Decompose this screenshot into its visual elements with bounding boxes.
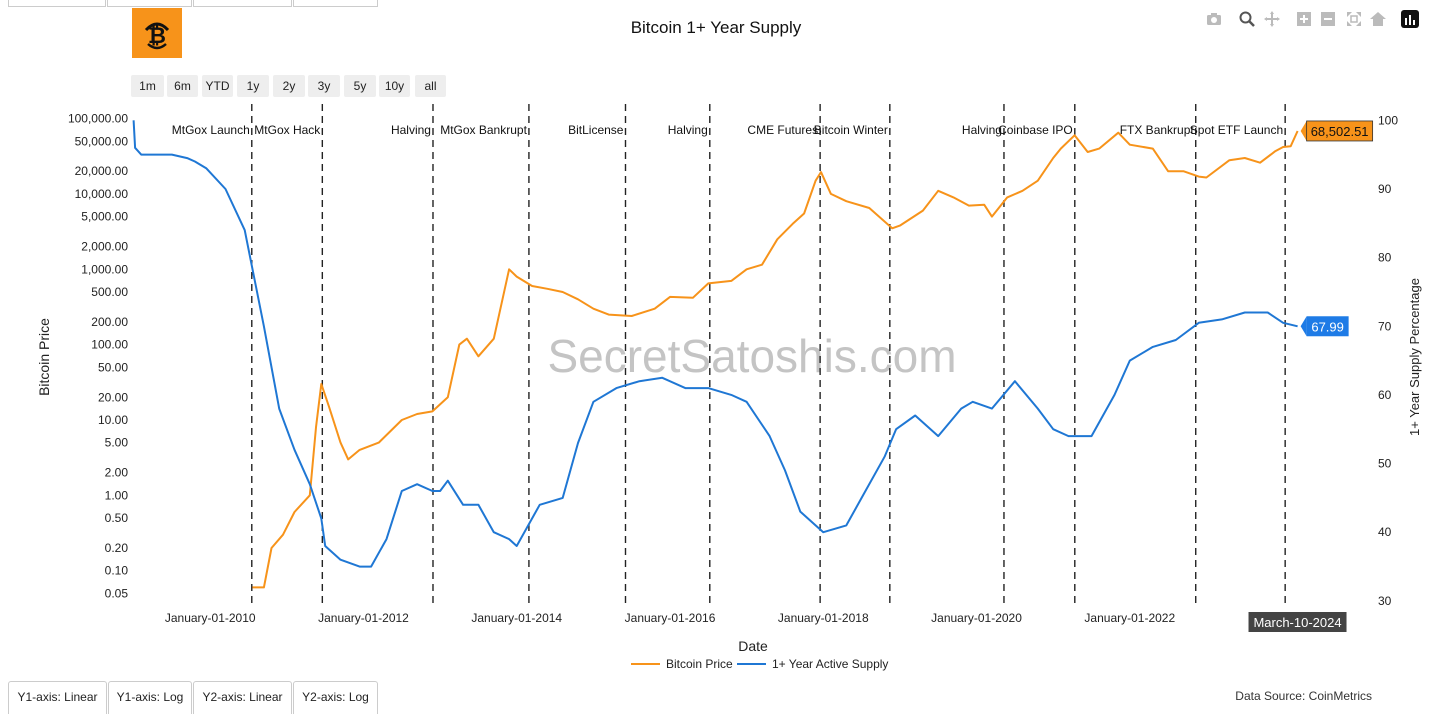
y1-tick-label: 5,000.00 bbox=[81, 210, 128, 224]
date-hover-box bbox=[1248, 612, 1347, 632]
top-tab-strip bbox=[0, 0, 400, 7]
bitcoin-logo-icon: ₿ bbox=[132, 8, 182, 58]
home-icon[interactable] bbox=[1369, 10, 1387, 28]
y1-tick-label: 1,000.00 bbox=[81, 262, 128, 276]
price-hover-pointer bbox=[1300, 120, 1307, 141]
event-label: FTX Bankrupt bbox=[1120, 123, 1195, 137]
supply-hover-box bbox=[1306, 316, 1349, 337]
top-tab[interactable] bbox=[293, 0, 378, 7]
y1-axis-title: Bitcoin Price bbox=[36, 318, 52, 396]
y1-tick-label: 1.00 bbox=[105, 488, 129, 502]
y2-tick-label: 60 bbox=[1378, 388, 1392, 402]
top-tab[interactable] bbox=[107, 0, 192, 7]
y1-tick-label: 50,000.00 bbox=[75, 134, 129, 148]
plotly-logo-icon[interactable] bbox=[1401, 10, 1419, 28]
autoscale-icon[interactable] bbox=[1345, 10, 1363, 28]
y2-tick-label: 100 bbox=[1378, 113, 1398, 127]
event-label: MtGox Launch bbox=[172, 123, 250, 137]
event-label: CME Futures bbox=[747, 123, 818, 137]
zoom-in-icon[interactable] bbox=[1295, 10, 1313, 28]
x-tick-label: January-01-2022 bbox=[1084, 611, 1175, 625]
y2-axis-title: 1+ Year Supply Percentage bbox=[1407, 278, 1422, 436]
x-tick-label: January-01-2010 bbox=[165, 611, 256, 625]
y1-tick-label: 10.00 bbox=[98, 413, 128, 427]
y1-tick-label: 50.00 bbox=[98, 360, 128, 374]
y2-tick-label: 70 bbox=[1378, 319, 1392, 333]
y1-tick-label: 0.50 bbox=[105, 511, 129, 525]
date-hover-label: March-10-2024 bbox=[1253, 615, 1341, 630]
y2-tick-label: 80 bbox=[1378, 251, 1392, 265]
event-label: Halving bbox=[962, 123, 1002, 137]
bitcoin-price-line bbox=[252, 130, 1299, 589]
supply-line bbox=[132, 120, 1298, 568]
top-tab[interactable] bbox=[193, 0, 292, 7]
range-button-1m[interactable]: 1m bbox=[131, 75, 164, 97]
event-label: Spot ETF Launch bbox=[1190, 123, 1283, 137]
y2-tick-label: 30 bbox=[1378, 594, 1392, 608]
tab-y1-log[interactable]: Y1-axis: Log bbox=[108, 681, 192, 714]
range-button-2y[interactable]: 2y bbox=[273, 75, 305, 97]
data-source-note: Data Source: CoinMetrics bbox=[1235, 689, 1372, 703]
svg-text:₿: ₿ bbox=[148, 24, 166, 49]
y2-tick-label: 50 bbox=[1378, 457, 1392, 471]
range-button-10y[interactable]: 10y bbox=[379, 75, 410, 97]
zoom-icon[interactable] bbox=[1238, 10, 1256, 28]
event-label: MtGox Bankrupt bbox=[440, 123, 527, 137]
zoom-out-icon[interactable] bbox=[1319, 10, 1337, 28]
chart-title: Bitcoin 1+ Year Supply bbox=[630, 18, 802, 37]
y1-tick-label: 20.00 bbox=[98, 390, 128, 404]
y2-tick-label: 90 bbox=[1378, 182, 1392, 196]
x-tick-label: January-01-2018 bbox=[778, 611, 869, 625]
event-label: Coinbase IPO bbox=[998, 123, 1073, 137]
range-button-5y[interactable]: 5y bbox=[344, 75, 376, 97]
range-button-3y[interactable]: 3y bbox=[308, 75, 340, 97]
x-tick-label: January-01-2020 bbox=[931, 611, 1022, 625]
pan-icon[interactable] bbox=[1263, 10, 1281, 28]
y1-tick-label: 500.00 bbox=[91, 285, 128, 299]
y1-tick-label: 100.00 bbox=[91, 338, 128, 352]
legend-label-supply: 1+ Year Active Supply bbox=[772, 657, 888, 671]
y2-tick-label: 40 bbox=[1378, 525, 1392, 539]
tab-y2-linear[interactable]: Y2-axis: Linear bbox=[193, 681, 292, 714]
range-button-all[interactable]: all bbox=[415, 75, 446, 97]
range-button-1y[interactable]: 1y bbox=[237, 75, 269, 97]
y1-tick-label: 0.20 bbox=[105, 541, 129, 555]
y1-tick-label: 20,000.00 bbox=[75, 164, 129, 178]
range-button-ytd[interactable]: YTD bbox=[202, 75, 233, 97]
top-tab[interactable] bbox=[8, 0, 106, 7]
price-hover-box bbox=[1306, 120, 1374, 142]
y1-tick-label: 5.00 bbox=[105, 436, 129, 450]
tab-y2-log[interactable]: Y2-axis: Log bbox=[293, 681, 378, 714]
legend-label-price: Bitcoin Price bbox=[666, 657, 733, 671]
x-tick-label: January-01-2012 bbox=[318, 611, 409, 625]
y1-tick-label: 0.05 bbox=[105, 586, 129, 600]
supply-hover-label: 67.99 bbox=[1311, 319, 1344, 334]
y1-tick-label: 10,000.00 bbox=[75, 187, 129, 201]
x-axis-title: Date bbox=[738, 638, 768, 654]
event-label: MtGox Hack bbox=[254, 123, 321, 137]
y1-tick-label: 0.10 bbox=[105, 564, 129, 578]
range-button-6m[interactable]: 6m bbox=[167, 75, 198, 97]
x-tick-label: January-01-2014 bbox=[471, 611, 562, 625]
y1-tick-label: 2,000.00 bbox=[81, 240, 128, 254]
watermark: SecretSatoshis.com bbox=[547, 330, 956, 382]
y1-tick-label: 200.00 bbox=[91, 315, 128, 329]
y1-tick-label: 100,000.00 bbox=[68, 112, 128, 126]
x-tick-label: January-01-2016 bbox=[625, 611, 716, 625]
tab-y1-linear[interactable]: Y1-axis: Linear bbox=[8, 681, 107, 714]
event-label: BitLicense bbox=[568, 123, 624, 137]
event-label: Halving bbox=[391, 123, 431, 137]
price-hover-label: 68,502.51 bbox=[1311, 124, 1369, 139]
event-label: Bitcoin Winter bbox=[814, 123, 888, 137]
camera-icon[interactable] bbox=[1205, 10, 1223, 28]
event-label: Halving bbox=[668, 123, 708, 137]
supply-hover-pointer bbox=[1300, 316, 1307, 337]
y1-tick-label: 2.00 bbox=[105, 466, 129, 480]
